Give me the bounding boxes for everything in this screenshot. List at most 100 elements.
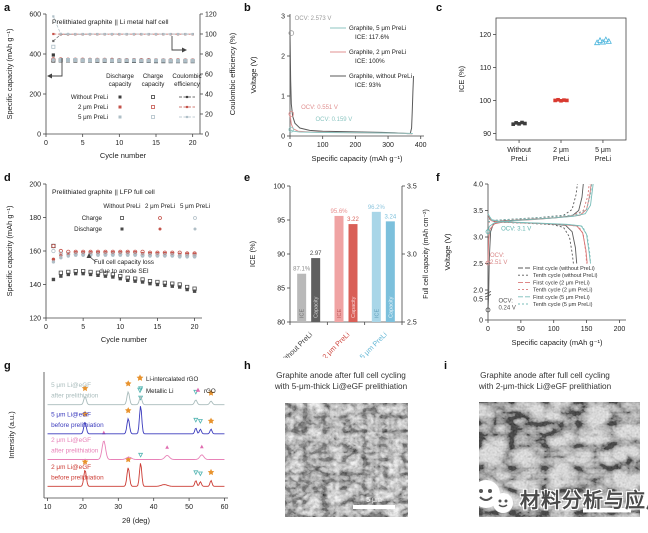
svg-text:OCV: 2.573 V: OCV: 2.573 V: [295, 16, 332, 22]
svg-text:2.0: 2.0: [473, 288, 483, 295]
svg-text:2: 2: [281, 54, 285, 61]
svg-text:100: 100: [317, 142, 329, 149]
svg-text:Metallic Li: Metallic Li: [146, 388, 174, 395]
panel-f: f 0 50 100 150 200 0 0.5 2.0 2.5 3.0 3.5 4.0 Specifi…: [434, 172, 646, 358]
svg-text:400: 400: [415, 142, 427, 149]
svg-text:120: 120: [479, 32, 491, 39]
svg-text:Charge: Charge: [82, 215, 103, 222]
svg-text:Charge: Charge: [143, 73, 164, 80]
svg-text:Voltage (V): Voltage (V): [249, 56, 258, 94]
sem-h-scalebar: [353, 505, 395, 509]
panel-h-title-line2: with 5-μm-thick Li@eGF prelithiation: [274, 382, 408, 391]
panel-h: h Graphite anode after full cell cycling…: [242, 360, 440, 531]
svg-text:2 μm Li@eGF: 2 μm Li@eGF: [51, 464, 91, 471]
panel-c-chart: 90 100 110 120 Without PreLi 2 μm PreLi 5 μm PreL…: [457, 17, 627, 163]
svg-text:20: 20: [189, 140, 197, 147]
panel-f-letter: f: [436, 172, 440, 184]
svg-text:5: 5: [81, 140, 85, 147]
svg-text:due to anode SEI: due to anode SEI: [99, 268, 149, 275]
sem-h-scalebar-label: 5 μm: [366, 497, 382, 504]
panel-e-letter: e: [244, 172, 251, 184]
svg-text:rGO: rGO: [204, 388, 216, 395]
panel-g: g 10 20 30 40 50 60 2θ (deg) Intensity (a.u.) 2 …: [2, 360, 242, 531]
panel-i-title: Graphite anode after full cell cycling w…: [442, 370, 648, 392]
panel-h-letter: h: [244, 360, 251, 372]
svg-text:180: 180: [29, 215, 41, 222]
panel-d-letter: d: [4, 172, 11, 184]
svg-text:200: 200: [29, 92, 41, 99]
svg-text:Specific capacity (mAh g⁻¹): Specific capacity (mAh g⁻¹): [5, 28, 14, 120]
svg-text:100: 100: [548, 326, 560, 333]
panel-a-chart: 0 5 10 15 200200400600020406080100120Prelith…: [5, 12, 237, 161]
svg-text:100: 100: [273, 184, 285, 191]
svg-text:15: 15: [152, 140, 160, 147]
svg-text:95: 95: [277, 218, 285, 225]
svg-text:Capacity: Capacity: [314, 296, 320, 318]
svg-text:4.0: 4.0: [473, 182, 483, 189]
svg-text:after prelithiation: after prelithiation: [51, 393, 99, 400]
svg-text:Specific capacity (mAh g⁻¹): Specific capacity (mAh g⁻¹): [511, 338, 603, 347]
svg-text:20: 20: [191, 324, 199, 331]
panel-c-letter: c: [436, 2, 443, 14]
svg-text:2θ (deg): 2θ (deg): [122, 516, 150, 525]
svg-text:Cycle number: Cycle number: [101, 335, 148, 344]
svg-text:0: 0: [479, 318, 483, 325]
svg-text:2 μm PreLi: 2 μm PreLi: [78, 104, 108, 111]
svg-text:200: 200: [614, 326, 626, 333]
svg-text:0.5: 0.5: [473, 297, 483, 304]
svg-text:Specific capacity (mAh g⁻¹): Specific capacity (mAh g⁻¹): [311, 154, 403, 163]
svg-text:Voltage (V): Voltage (V): [443, 233, 452, 271]
svg-text:10: 10: [116, 324, 124, 331]
svg-text:5 μm PreLi: 5 μm PreLi: [78, 114, 108, 121]
svg-text:capacity: capacity: [142, 81, 166, 88]
svg-text:5: 5: [81, 324, 85, 331]
svg-text:80: 80: [205, 52, 213, 59]
svg-text:87.1%: 87.1%: [293, 267, 311, 273]
svg-text:Without PreLi: Without PreLi: [277, 330, 314, 358]
panel-d: d 0 5 10 15 20 120 140 160 180 200 Prelithiated gr…: [2, 172, 240, 358]
svg-text:400: 400: [29, 52, 41, 59]
svg-text:ICE (%): ICE (%): [248, 240, 257, 267]
svg-text:OCV:: OCV:: [499, 298, 514, 304]
panel-b-chart: 0 100 200 300 400 0 1 2 3 Specific capacity (mAh …: [249, 14, 427, 164]
svg-text:15: 15: [154, 324, 162, 331]
panel-a-letter: a: [4, 2, 11, 14]
svg-text:95.6%: 95.6%: [330, 209, 348, 215]
svg-text:Li-intercalated rGO: Li-intercalated rGO: [146, 376, 198, 383]
svg-text:90: 90: [483, 131, 491, 138]
svg-text:Tenth cycle (5 μm PreLi): Tenth cycle (5 μm PreLi): [533, 302, 593, 308]
panel-h-title: Graphite anode after full cell cycling w…: [242, 370, 440, 392]
svg-text:0: 0: [288, 142, 292, 149]
panel-i-title-line1: Graphite anode after full cell cycling: [480, 371, 610, 380]
svg-text:Graphite, without PreLi: Graphite, without PreLi: [349, 73, 412, 80]
svg-text:Discharge: Discharge: [106, 73, 134, 80]
svg-text:85: 85: [277, 286, 285, 293]
svg-text:40: 40: [205, 92, 213, 99]
svg-text:ICE: 100%: ICE: 100%: [355, 58, 385, 65]
svg-text:ICE: 117.6%: ICE: 117.6%: [355, 34, 390, 41]
svg-text:0: 0: [281, 134, 285, 141]
panel-h-image: 5 μm: [285, 403, 408, 517]
svg-text:before prelithiation: before prelithiation: [51, 422, 104, 429]
svg-text:3.24: 3.24: [384, 214, 396, 220]
svg-text:Capacity: Capacity: [351, 296, 357, 318]
svg-text:ICE (%): ICE (%): [457, 65, 466, 92]
svg-text:0: 0: [486, 326, 490, 333]
svg-text:Tenth cycle (without PreLi): Tenth cycle (without PreLi): [533, 273, 598, 279]
svg-text:5 μm Li@eGF: 5 μm Li@eGF: [51, 382, 91, 389]
panel-i-title-line2: with 2-μm-thick Li@eGF prelithiation: [478, 382, 612, 391]
svg-text:0: 0: [44, 324, 48, 331]
svg-text:2.51 V: 2.51 V: [490, 260, 507, 266]
panel-e: e 80 85 90 95 100 2.5 3.0 3.5 ICE (%) Full cell c…: [242, 172, 434, 358]
svg-text:120: 120: [29, 316, 41, 323]
svg-text:PreLi: PreLi: [553, 156, 570, 163]
panel-g-letter: g: [4, 360, 11, 372]
svg-text:10: 10: [44, 504, 52, 511]
panel-d-chart: 0 5 10 15 20 120 140 160 180 200 Prelithiated grap…: [5, 182, 210, 345]
panel-e-chart: 80 85 90 95 100 2.5 3.0 3.5 ICE (%) Full cell cap…: [248, 184, 430, 359]
svg-text:ICE: ICE: [374, 309, 380, 319]
svg-text:100: 100: [479, 98, 491, 105]
svg-text:capacity: capacity: [109, 81, 133, 88]
svg-text:ICE: 93%: ICE: 93%: [355, 82, 382, 89]
svg-text:160: 160: [29, 249, 41, 256]
